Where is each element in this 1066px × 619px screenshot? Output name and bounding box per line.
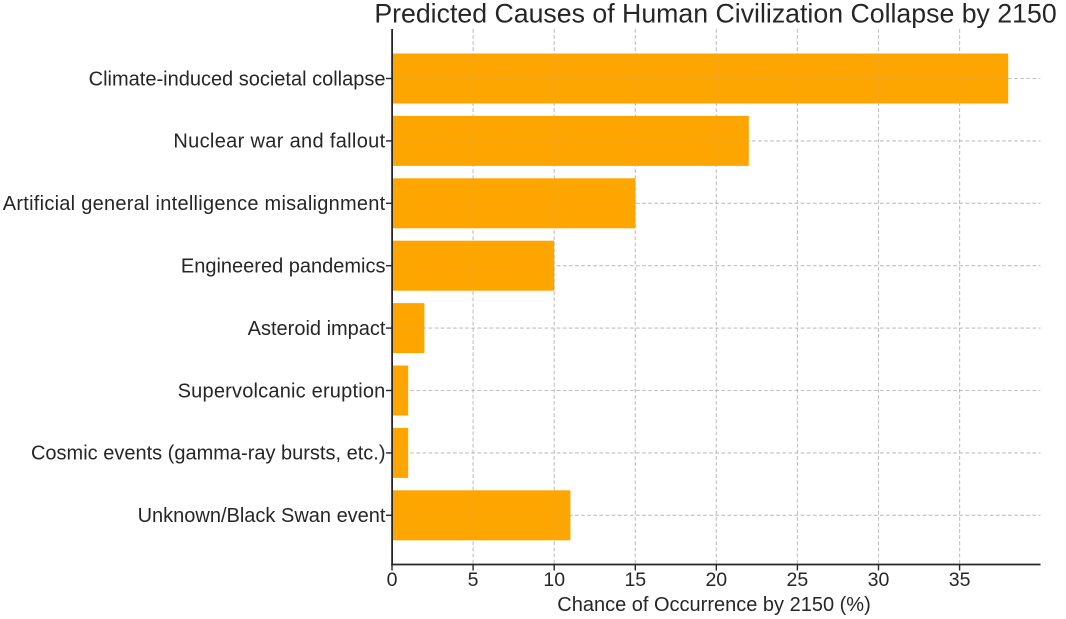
svg-text:30: 30 [868,569,890,591]
svg-text:Climate-induced societal colla: Climate-induced societal collapse [89,68,386,90]
svg-text:25: 25 [787,569,809,591]
svg-text:10: 10 [543,569,565,591]
svg-text:Chance of Occurrence by 2150 (: Chance of Occurrence by 2150 (%) [557,594,871,616]
svg-text:20: 20 [705,569,727,591]
svg-text:Unknown/Black Swan event: Unknown/Black Swan event [138,505,386,527]
svg-text:Nuclear war and fallout: Nuclear war and fallout [173,131,385,153]
svg-text:Asteroid impact: Asteroid impact [248,318,386,340]
svg-text:Predicted Causes of Human Civi: Predicted Causes of Human Civilization C… [374,0,1056,29]
svg-text:Cosmic events (gamma-ray burst: Cosmic events (gamma-ray bursts, etc.) [31,443,386,465]
svg-text:Engineered pandemics: Engineered pandemics [181,256,386,278]
svg-text:15: 15 [624,569,646,591]
svg-text:0: 0 [387,569,398,591]
svg-text:5: 5 [468,569,479,591]
svg-text:Supervolcanic eruption: Supervolcanic eruption [178,380,386,402]
svg-text:35: 35 [949,569,971,591]
svg-text:Artificial general intelligenc: Artificial general intelligence misalign… [3,193,386,215]
